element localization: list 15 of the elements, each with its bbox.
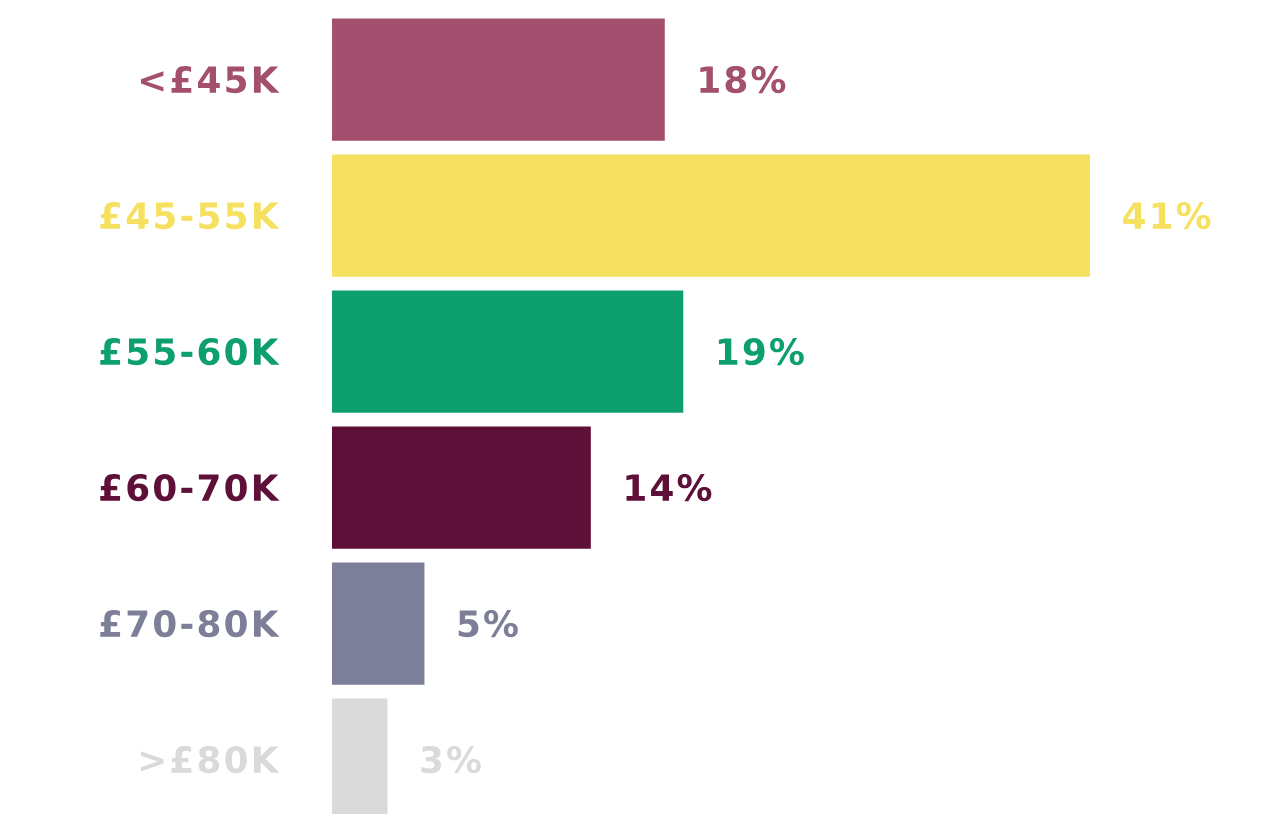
data-label: 5%	[458, 610, 518, 638]
y-tick-label: £45-55K	[100, 202, 280, 230]
y-tick-label: £70-80K	[100, 610, 280, 638]
data-label: 18%	[700, 66, 786, 94]
data-label: 19%	[718, 338, 804, 366]
bar	[332, 290, 684, 413]
bar	[332, 154, 1091, 277]
bar	[332, 562, 425, 685]
y-tick-label: <£45K	[140, 66, 280, 94]
bar	[332, 18, 665, 141]
y-tick-label: £55-60K	[100, 338, 280, 366]
bar	[332, 426, 591, 549]
data-label: 14%	[626, 474, 712, 502]
y-tick-label: £60-70K	[100, 474, 280, 502]
data-label: 41%	[1123, 202, 1211, 230]
